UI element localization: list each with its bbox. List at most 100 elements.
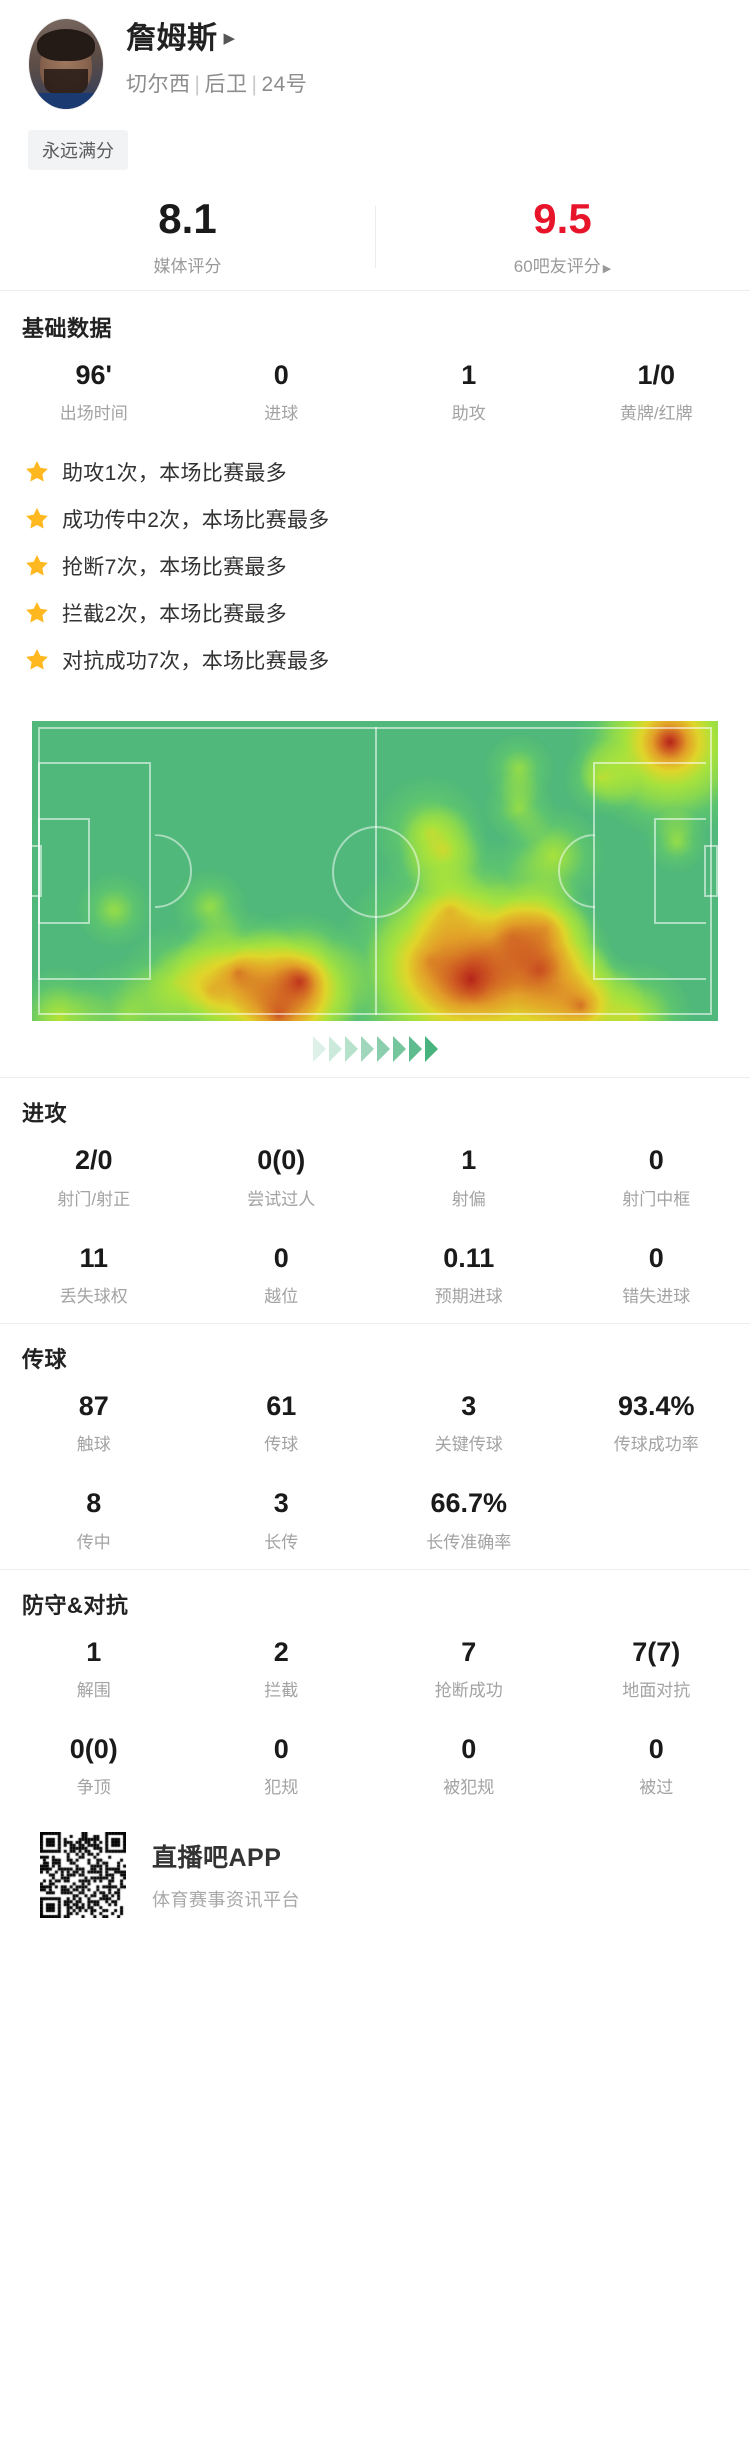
- stat-label: 预期进球: [434, 1287, 503, 1307]
- divider: [0, 1077, 750, 1079]
- stat-label: 解围: [76, 1681, 111, 1701]
- stat-value: 7(7): [632, 1636, 681, 1667]
- stat-label: 传球: [264, 1435, 299, 1455]
- stat-value: 1/0: [637, 360, 676, 390]
- stat-label: 被过: [639, 1778, 674, 1798]
- star-icon: [24, 459, 50, 485]
- heatmap-container: [0, 693, 750, 1022]
- fan-rating[interactable]: 9.5 60吧友评分 ▶: [375, 198, 750, 290]
- chevron-right-icon: ▶: [602, 263, 612, 275]
- section-defense: 防守&对抗 1 解围 2 拦截 7 抢断成功 7(7) 地面对抗 0(0) 争顶: [0, 1570, 750, 1815]
- stat-value: 1: [461, 1145, 477, 1176]
- stat-value: 66.7%: [430, 1488, 508, 1519]
- ratings-row: 8.1 媒体评分 9.5 60吧友评分 ▶: [0, 198, 750, 290]
- star-icon: [24, 600, 50, 626]
- stat-label: 进球: [264, 404, 299, 424]
- stat-cell-empty: [563, 1471, 750, 1568]
- stat-cell: 0.11 预期进球: [375, 1226, 563, 1323]
- stat-cell: 0(0) 尝试过人: [188, 1128, 376, 1225]
- pitch-heatmap: [32, 721, 718, 1022]
- stat-value: 0: [273, 360, 289, 390]
- stat-value: 0(0): [69, 1734, 118, 1765]
- stat-label: 犯规: [264, 1778, 299, 1798]
- highlight-text: 对抗成功7次，本场比赛最多: [62, 649, 330, 673]
- stat-cell: 7 抢断成功: [375, 1620, 563, 1717]
- stat-grid-basic: 96' 出场时间 0 进球 1 助攻 1/0 黄牌/红牌: [0, 343, 750, 440]
- stat-cell: 8 传中: [0, 1471, 188, 1568]
- stat-value: 2/0: [74, 1145, 113, 1176]
- app-name: 直播吧APP: [152, 1844, 282, 1873]
- stat-label: 尝试过人: [247, 1189, 316, 1209]
- player-meta: 切尔西 | 后卫 | 24号: [126, 68, 307, 98]
- stat-label: 丢失球权: [59, 1287, 128, 1307]
- stat-cell: 2 拦截: [188, 1620, 376, 1717]
- media-rating-value: 8.1: [158, 195, 217, 242]
- player-tag-row: 永远满分: [0, 116, 750, 170]
- stat-cell: 0 越位: [188, 1226, 376, 1323]
- player-team: 切尔西: [126, 72, 191, 96]
- stat-value: 1: [86, 1636, 102, 1667]
- stat-cell: 66.7% 长传准确率: [375, 1471, 563, 1568]
- stat-label: 射门/射正: [57, 1189, 131, 1209]
- stat-value: 0(0): [257, 1145, 306, 1176]
- stat-value: 3: [461, 1391, 477, 1422]
- player-name-row[interactable]: 詹姆斯 ▶: [126, 20, 307, 58]
- stat-label: 关键传球: [434, 1435, 503, 1455]
- stat-cell: 0 进球: [188, 343, 376, 440]
- stat-cell: 0(0) 争顶: [0, 1717, 188, 1814]
- stat-cell: 3 长传: [188, 1471, 376, 1568]
- page-title: 詹姆斯: [126, 22, 218, 55]
- stat-value: 0: [648, 1242, 664, 1273]
- section-passing: 传球 87 触球 61 传球 3 关键传球 93.4% 传球成功率 8 传中: [0, 1324, 750, 1569]
- stat-cell: 1 射偏: [375, 1128, 563, 1225]
- highlight-text: 拦截2次，本场比赛最多: [62, 602, 287, 626]
- stat-value: 61: [266, 1391, 297, 1422]
- list-item: 成功传中2次，本场比赛最多: [24, 495, 750, 542]
- stat-value: 11: [79, 1242, 109, 1273]
- stat-label: 拦截: [264, 1681, 299, 1701]
- stat-value: 0: [648, 1145, 664, 1176]
- stat-label: 出场时间: [59, 404, 128, 424]
- list-item: 对抗成功7次，本场比赛最多: [24, 636, 750, 683]
- stat-grid-passing: 87 触球 61 传球 3 关键传球 93.4% 传球成功率 8 传中 3 长传: [0, 1374, 750, 1569]
- divider: [0, 1568, 750, 1570]
- chevron-right-icon: [344, 1036, 358, 1063]
- stat-label: 助攻: [451, 404, 486, 424]
- stat-label: 传中: [76, 1532, 111, 1552]
- stat-label: 争顶: [76, 1778, 111, 1798]
- chevron-right-icon: [328, 1036, 342, 1063]
- stat-cell: 0 错失进球: [563, 1226, 750, 1323]
- star-icon: [24, 506, 50, 532]
- chevron-right-icon: [424, 1036, 438, 1063]
- stat-label: 地面对抗: [622, 1681, 691, 1701]
- stat-label: 传球成功率: [613, 1435, 699, 1455]
- divider: [0, 290, 750, 291]
- media-rating-label: 媒体评分: [153, 257, 222, 276]
- section-title-attack: 进攻: [22, 1101, 68, 1127]
- section-attack: 进攻 2/0 射门/射正 0(0) 尝试过人 1 射偏 0 射门中框 11 丢失…: [0, 1078, 750, 1323]
- avatar: [28, 18, 104, 110]
- stat-value: 7: [461, 1636, 477, 1667]
- highlight-text: 抢断7次，本场比赛最多: [62, 555, 287, 579]
- stat-cell: 0 射门中框: [563, 1128, 750, 1225]
- app-footer: 直播吧APP 体育赛事资讯平台: [0, 1814, 750, 1919]
- chevron-right-icon: [360, 1036, 374, 1063]
- player-position: 后卫: [204, 72, 248, 96]
- stat-value: 93.4%: [617, 1391, 695, 1422]
- stat-cell: 11 丢失球权: [0, 1226, 188, 1323]
- stat-cell: 1/0 黄牌/红牌: [563, 343, 750, 440]
- player-header: 詹姆斯 ▶ 切尔西 | 后卫 | 24号: [0, 0, 750, 116]
- stat-cell: 96' 出场时间: [0, 343, 188, 440]
- stat-cell: 0 被犯规: [375, 1717, 563, 1814]
- chevron-right-icon: [312, 1036, 326, 1063]
- stat-label: 射偏: [451, 1189, 486, 1209]
- star-icon: [24, 647, 50, 673]
- media-rating: 8.1 媒体评分: [0, 198, 375, 290]
- stat-cell: 1 解围: [0, 1620, 188, 1717]
- stat-label: 越位: [264, 1287, 299, 1307]
- chevron-right-icon: ▶: [223, 30, 236, 48]
- stat-value: 0: [273, 1242, 289, 1273]
- status-badge: 永远满分: [28, 130, 128, 170]
- stat-label: 被犯规: [443, 1778, 495, 1798]
